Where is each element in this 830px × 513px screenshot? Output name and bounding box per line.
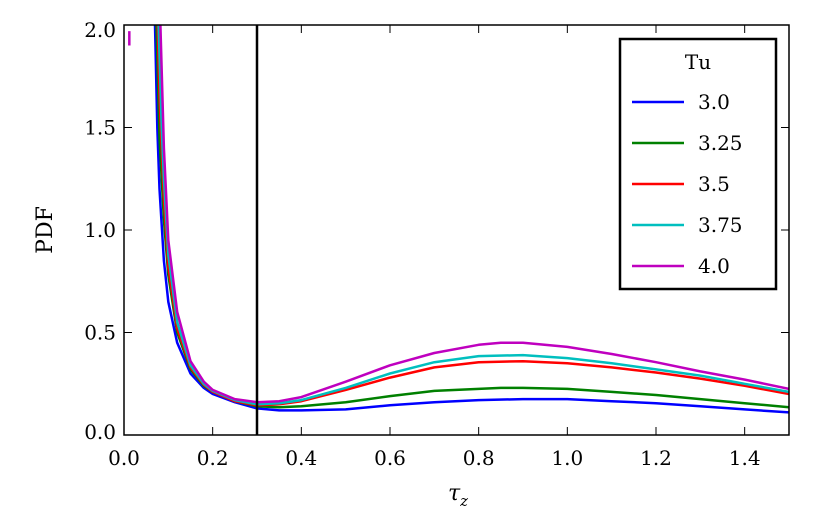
x-axis-ticks: 0.0 0.2 0.4 0.6 0.8 1.0 1.2 1.4 [108,25,761,470]
legend-label-3: 3.75 [698,213,743,237]
series-line-0 [153,25,789,414]
x-axis-label: τz [448,481,468,510]
x-tick-label: 1.0 [551,446,583,470]
y-tick-label: 2.0 [84,18,116,42]
y-tick-label: 1.0 [84,218,116,242]
legend-title: Tu [685,50,711,74]
legend-label-4: 4.0 [698,254,730,278]
legend-label-1: 3.25 [698,131,743,155]
x-tick-label: 0.2 [197,446,229,470]
y-tick-label: 0.5 [84,321,116,345]
legend: Tu 3.0 3.25 3.5 3.75 4.0 [618,37,778,291]
series-line-4 [159,25,789,404]
x-tick-label: 1.2 [640,446,672,470]
legend-label-2: 3.5 [698,172,730,196]
y-axis-label: PDF [33,206,58,254]
x-tick-label: 0.8 [463,446,495,470]
y-tick-label: 1.5 [84,116,116,140]
y-tick-label: 0.0 [84,420,116,444]
x-tick-label: 0.0 [108,446,140,470]
x-tick-label: 0.4 [285,446,317,470]
x-tick-label: 0.6 [374,446,406,470]
series-lines [128,25,789,414]
legend-box [618,37,778,291]
legend-items: 3.0 3.25 3.5 3.75 4.0 [632,90,743,278]
y-axis-ticks: 0.0 0.5 1.0 1.5 2.0 [84,18,789,444]
x-tick-label: 1.4 [729,446,761,470]
series-line-3 [157,25,789,406]
x-axis-label-subscript: z [459,492,468,510]
x-axis-label-main: τ [448,481,461,506]
legend-label-0: 3.0 [698,90,730,114]
